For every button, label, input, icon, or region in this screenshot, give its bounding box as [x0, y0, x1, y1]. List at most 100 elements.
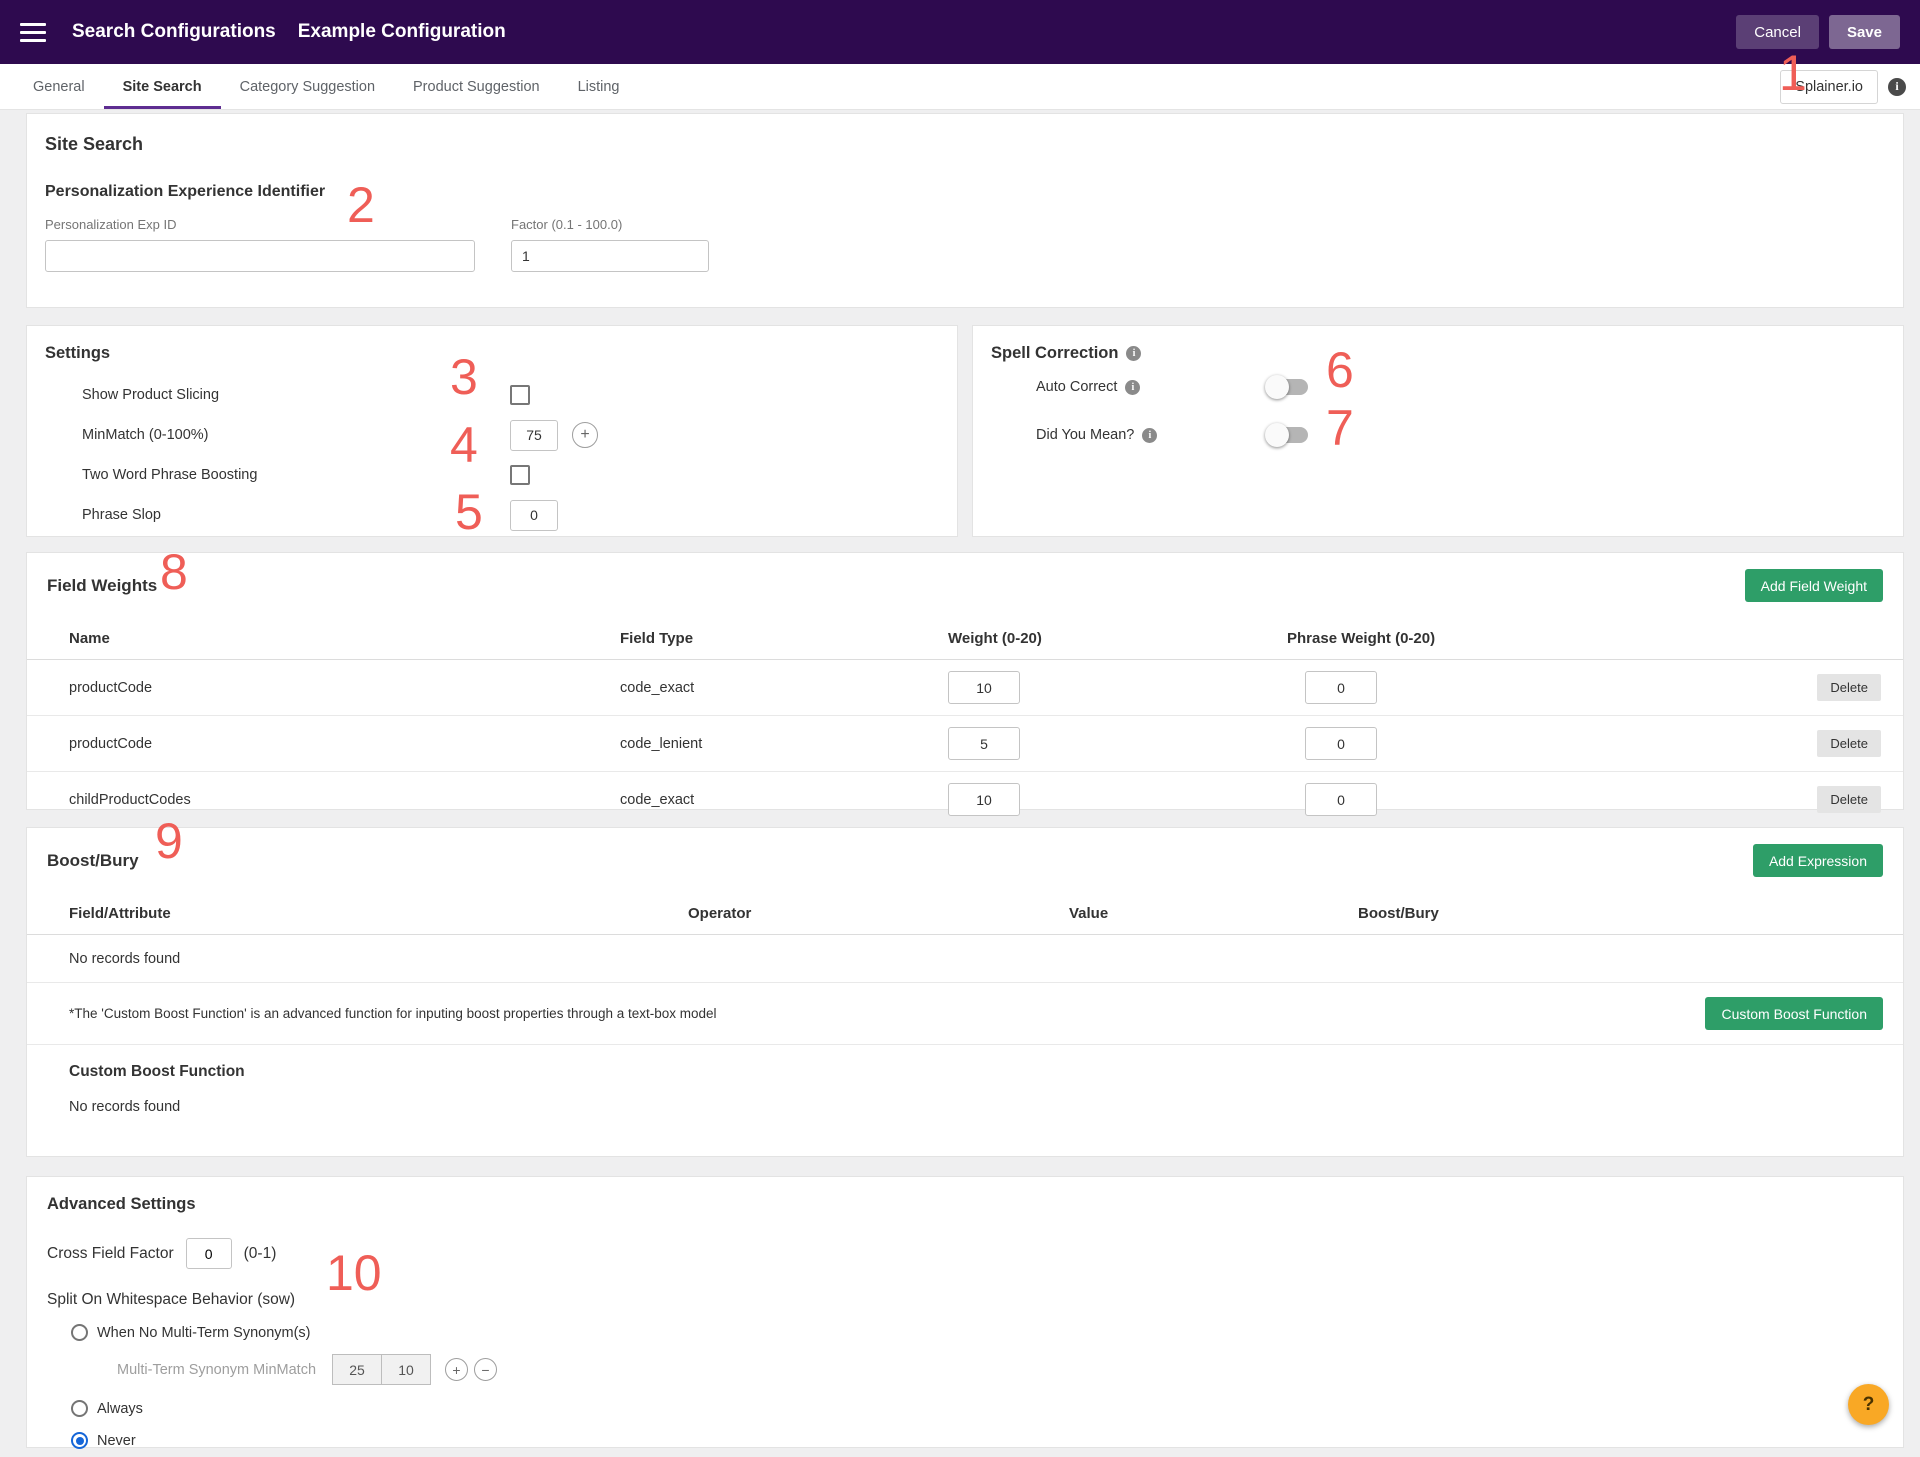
no-records-row: No records found: [27, 935, 1903, 983]
settings-heading: Settings: [45, 344, 111, 362]
column-header: Value: [1069, 905, 1109, 922]
custom-boost-function-button[interactable]: Custom Boost Function: [1705, 997, 1883, 1030]
multi-term-plus-button[interactable]: +: [445, 1358, 469, 1381]
multi-term-minmatch-input-2[interactable]: [381, 1354, 432, 1385]
auto-correct-toggle[interactable]: [1265, 375, 1308, 399]
exp-id-input[interactable]: [45, 240, 475, 272]
delete-button[interactable]: Delete: [1817, 786, 1881, 813]
hamburger-menu-icon[interactable]: [20, 22, 46, 42]
add-field-weight-button[interactable]: Add Field Weight: [1744, 569, 1883, 602]
table-row: childProductCodes code_exact Delete: [27, 772, 1903, 828]
spell-correction-heading: Spell Correction: [991, 344, 1119, 362]
field-weights-heading: Field Weights: [47, 575, 158, 595]
phrase-slop-input[interactable]: [510, 499, 558, 531]
factor-input[interactable]: [511, 240, 709, 272]
tab-product-suggestion[interactable]: Product Suggestion: [413, 78, 540, 95]
custom-boost-note: *The 'Custom Boost Function' is an advan…: [69, 1006, 717, 1021]
two-word-row: Two Word Phrase Boosting: [45, 455, 939, 495]
column-header: Operator: [688, 905, 752, 922]
weight-input[interactable]: [948, 783, 1020, 816]
show-product-slicing-label: Show Product Slicing: [82, 387, 220, 403]
tab-category-suggestion[interactable]: Category Suggestion: [239, 78, 376, 95]
did-you-mean-toggle[interactable]: [1265, 423, 1308, 447]
annotation-number: 2: [347, 177, 375, 233]
tab-listing[interactable]: Listing: [577, 78, 620, 95]
minmatch-input[interactable]: [510, 419, 558, 451]
boost-bury-heading: Boost/Bury: [47, 850, 139, 870]
annotation-number: 4: [450, 417, 478, 473]
option-never: Never: [71, 1432, 1883, 1449]
splainer-button[interactable]: Splainer.io: [1780, 69, 1878, 104]
info-icon[interactable]: i: [1142, 427, 1158, 443]
page-title: Search Configurations: [72, 21, 276, 42]
never-radio[interactable]: [71, 1432, 88, 1449]
boost-bury-header-row: Field/Attribute Operator Value Boost/Bur…: [27, 893, 1903, 935]
option-always: Always: [71, 1400, 1883, 1417]
help-button[interactable]: ?: [1848, 1384, 1889, 1425]
cancel-button[interactable]: Cancel: [1736, 15, 1819, 49]
field-type: code_exact: [620, 679, 695, 696]
settings-card: Settings Show Product Slicing MinMatch (…: [26, 325, 958, 537]
tabbar-right: Splainer.io i: [1780, 64, 1920, 109]
option-label: Never: [97, 1432, 136, 1449]
tab-bar: General Site Search Category Suggestion …: [0, 64, 1920, 110]
info-icon[interactable]: i: [1888, 77, 1906, 96]
tab-general[interactable]: General: [33, 78, 85, 95]
spell-correction-card: Spell Correction i Auto Correct i Did Yo…: [972, 325, 1904, 537]
site-search-heading: Site Search: [45, 134, 144, 154]
field-weights-card: Field Weights Add Field Weight Name Fiel…: [26, 552, 1904, 828]
save-button[interactable]: Save: [1828, 15, 1900, 49]
personalization-heading: Personalization Experience Identifier: [45, 183, 326, 200]
table-row: productCode code_lenient Delete: [27, 716, 1903, 772]
phrase-weight-input[interactable]: [1305, 671, 1377, 704]
cross-field-factor-label: Cross Field Factor: [47, 1244, 174, 1262]
phrase-weight-input[interactable]: [1305, 783, 1377, 816]
minmatch-plus-button[interactable]: +: [572, 422, 598, 448]
annotation-number: 6: [1326, 342, 1354, 398]
factor-label: Factor (0.1 - 100.0): [511, 217, 623, 232]
auto-correct-label: Auto Correct: [1036, 379, 1118, 395]
factor-field: Factor (0.1 - 100.0): [511, 217, 709, 272]
multi-term-minus-button[interactable]: −: [474, 1358, 498, 1381]
column-header: Phrase Weight (0-20): [1287, 630, 1436, 647]
header-actions: Cancel Save: [1736, 15, 1900, 49]
delete-button[interactable]: Delete: [1817, 674, 1881, 701]
show-product-slicing-row: Show Product Slicing: [45, 375, 939, 415]
site-search-card: Site Search Personalization Experience I…: [26, 113, 1904, 308]
field-weights-header-row: Name Field Type Weight (0-20) Phrase Wei…: [27, 618, 1903, 660]
boost-bury-card: Boost/Bury Add Expression Field/Attribut…: [26, 827, 1904, 1157]
when-no-multiterm-radio[interactable]: [71, 1324, 88, 1341]
field-type: code_exact: [620, 791, 695, 808]
delete-button[interactable]: Delete: [1817, 730, 1881, 757]
add-expression-button[interactable]: Add Expression: [1752, 844, 1883, 877]
option-label: Always: [97, 1400, 143, 1417]
info-icon[interactable]: i: [1125, 379, 1141, 395]
show-product-slicing-checkbox[interactable]: [510, 385, 530, 405]
tab-site-search[interactable]: Site Search: [104, 64, 221, 109]
cross-field-factor-row: Cross Field Factor (0-1): [47, 1238, 1883, 1269]
custom-boost-heading: Custom Boost Function: [69, 1063, 245, 1080]
annotation-number: 10: [326, 1245, 382, 1301]
auto-correct-row: Auto Correct i: [991, 363, 1885, 411]
phrase-weight-input[interactable]: [1305, 727, 1377, 760]
weight-input[interactable]: [948, 727, 1020, 760]
annotation-number: 5: [455, 484, 483, 540]
phrase-slop-row: Phrase Slop: [45, 495, 939, 535]
exp-id-label: Personalization Exp ID: [45, 217, 177, 232]
configuration-name: Example Configuration: [297, 21, 506, 42]
multi-term-minmatch-label: Multi-Term Synonym MinMatch: [117, 1361, 317, 1378]
multi-term-minmatch-input-1[interactable]: [332, 1354, 383, 1385]
advanced-settings-card: Advanced Settings Cross Field Factor (0-…: [26, 1176, 1904, 1449]
minmatch-label: MinMatch (0-100%): [82, 427, 209, 443]
weight-input[interactable]: [948, 671, 1020, 704]
cross-field-factor-range: (0-1): [243, 1244, 277, 1262]
column-header: Weight (0-20): [948, 630, 1042, 647]
cross-field-factor-input[interactable]: [185, 1238, 232, 1269]
two-word-checkbox[interactable]: [510, 465, 530, 485]
top-bar: Search Configurations Example Configurat…: [0, 0, 1920, 64]
info-icon[interactable]: i: [1126, 346, 1142, 361]
field-name: childProductCodes: [69, 791, 191, 808]
annotation-number: 7: [1326, 400, 1354, 456]
annotation-number: 1: [1779, 45, 1807, 101]
always-radio[interactable]: [71, 1400, 88, 1417]
